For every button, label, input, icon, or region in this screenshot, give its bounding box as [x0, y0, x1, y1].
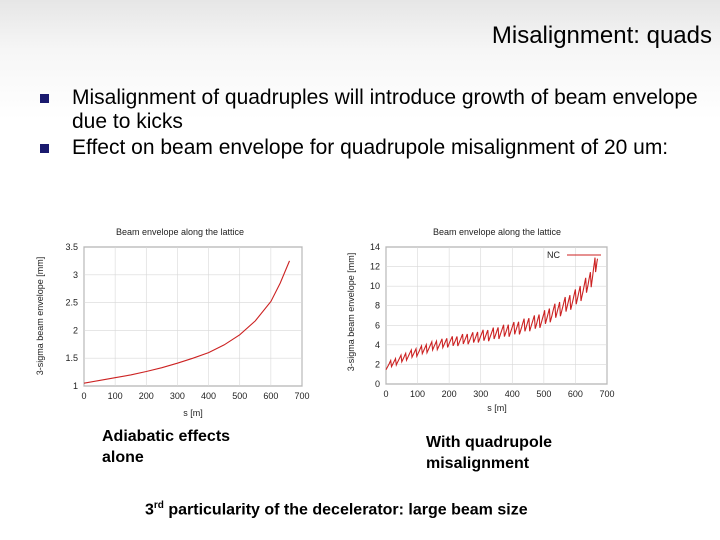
x-tick-label: 0 — [383, 389, 388, 399]
y-tick-label: 1.5 — [65, 353, 78, 363]
envelope-chart-adiabatic: 1 1.5 2 2.5 3 3.5 0 100 200 300 400 500 600 700 Beam… — [35, 227, 310, 418]
y-tick-label: 2 — [73, 325, 78, 335]
bullet-text: Misalignment of quadruples will introduc… — [72, 86, 698, 133]
y-tick-label: 14 — [370, 242, 380, 252]
caption-misalignment: With quadrupole misalignment — [426, 434, 553, 472]
chart-title: Beam envelope along the lattice — [433, 227, 561, 237]
y-tick-label: 10 — [370, 281, 380, 291]
x-tick-label: 500 — [232, 391, 247, 401]
x-tick-label: 400 — [201, 391, 216, 401]
square-bullet-icon — [40, 94, 49, 103]
plot-area — [385, 246, 608, 385]
x-tick-label: 400 — [505, 389, 520, 399]
x-tick-label: 200 — [139, 391, 154, 401]
y-tick-label: 2 — [375, 359, 380, 369]
x-tick-label: 600 — [568, 389, 583, 399]
y-tick-label: 1 — [73, 381, 78, 391]
caption-adiabatic: Adiabatic effects alone — [102, 428, 231, 466]
series-line — [83, 260, 291, 384]
bullet-item: Effect on beam envelope for quadrupole m… — [40, 136, 700, 160]
y-axis-label: 3-sigma beam envelope [mm] — [346, 253, 356, 372]
chart-title: Beam envelope along the lattice — [116, 227, 244, 237]
y-axis-label: 3-sigma beam envelope [mm] — [35, 257, 45, 376]
x-tick-label: 300 — [170, 391, 185, 401]
bullet-text: Effect on beam envelope for quadrupole m… — [72, 136, 669, 159]
series-line — [385, 257, 599, 371]
legend-label: NC — [547, 250, 560, 260]
footer-text: particularity of the decelerator: large … — [163, 501, 528, 519]
square-bullet-icon — [40, 144, 49, 153]
x-tick-label: 200 — [442, 389, 457, 399]
envelope-chart-misalignment: 0 2 4 6 8 10 12 14 0 100 200 300 400 500 600 700 Beam … — [346, 227, 615, 413]
x-ticks: 0 100 200 300 400 500 600 700 — [81, 391, 309, 401]
bullet-list: Misalignment of quadruples will introduc… — [40, 86, 700, 162]
x-tick-label: 0 — [81, 391, 86, 401]
x-tick-label: 700 — [294, 391, 309, 401]
x-tick-label: 300 — [473, 389, 488, 399]
x-tick-label: 600 — [263, 391, 278, 401]
y-tick-label: 3.5 — [65, 242, 78, 252]
y-tick-label: 6 — [375, 320, 380, 330]
grid-lines — [83, 246, 303, 387]
x-ticks: 0 100 200 300 400 500 600 700 — [383, 389, 614, 399]
footer-ordinal-suffix: rd — [153, 500, 164, 511]
y-tick-label: 12 — [370, 262, 380, 272]
y-ticks: 0 2 4 6 8 10 12 14 — [370, 242, 380, 389]
bullet-item: Misalignment of quadruples will introduc… — [40, 86, 700, 134]
plot-area — [83, 246, 303, 387]
series-group — [385, 257, 599, 371]
series-group — [83, 260, 291, 384]
x-axis-label: s [m] — [487, 403, 507, 413]
slide-title: Misalignment: quads — [491, 22, 712, 49]
y-tick-label: 4 — [375, 340, 380, 350]
x-tick-label: 700 — [599, 389, 614, 399]
x-tick-label: 500 — [536, 389, 551, 399]
x-tick-label: 100 — [108, 391, 123, 401]
y-ticks: 1 1.5 2 2.5 3 3.5 — [65, 242, 78, 391]
grid-lines — [385, 246, 608, 385]
x-axis-label: s [m] — [183, 408, 203, 418]
x-tick-label: 100 — [410, 389, 425, 399]
y-tick-label: 8 — [375, 301, 380, 311]
y-tick-label: 2.5 — [65, 298, 78, 308]
footer-note: 3rd particularity of the decelerator: la… — [145, 500, 528, 519]
footer-ordinal: 3 — [145, 501, 154, 519]
y-tick-label: 0 — [375, 379, 380, 389]
y-tick-label: 3 — [73, 270, 78, 280]
